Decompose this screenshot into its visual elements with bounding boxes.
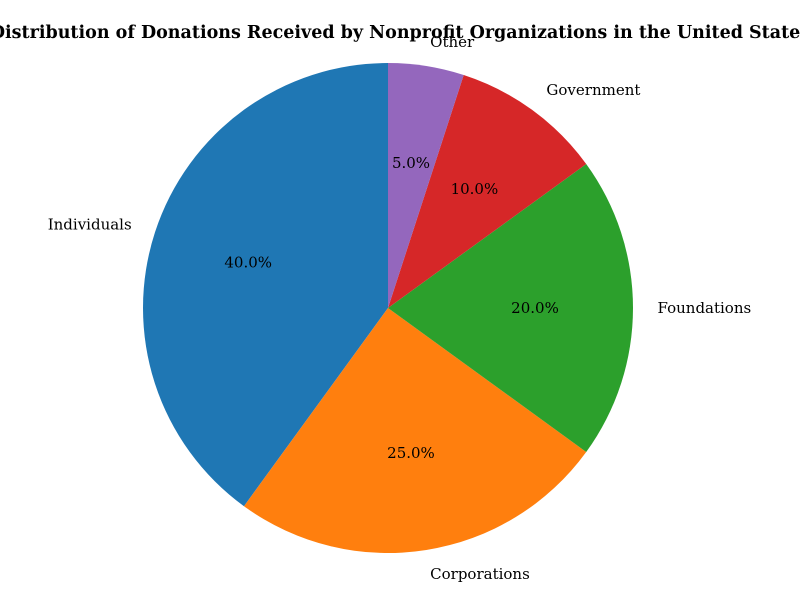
slice-label-other: Other xyxy=(430,33,475,51)
pie-slice-government xyxy=(388,74,587,308)
percent-label-foundations: 20.0% xyxy=(511,299,559,317)
pie-slice-foundations xyxy=(388,163,634,453)
pie-slice-individuals xyxy=(143,63,388,507)
percent-label-individuals: 40.0% xyxy=(224,254,272,272)
slice-labels: Individuals Corporations Foundations Govern… xyxy=(48,33,751,583)
chart-title: Distribution of Donations Received by No… xyxy=(0,23,800,43)
percent-label-corporations: 25.0% xyxy=(387,444,435,462)
percent-label-other: 5.0% xyxy=(392,154,430,172)
slice-label-foundations: Foundations xyxy=(658,299,752,317)
pie-slice-other xyxy=(388,63,464,308)
pie-slices xyxy=(143,63,634,553)
slice-label-corporations: Corporations xyxy=(430,565,530,583)
percent-label-government: 10.0% xyxy=(451,180,499,198)
slice-label-individuals: Individuals xyxy=(48,216,132,234)
slice-label-government: Government xyxy=(546,81,640,99)
pie-slice-corporations xyxy=(243,308,587,553)
percent-labels: 40.0% 25.0% 20.0% 10.0% 5.0% xyxy=(224,154,558,462)
